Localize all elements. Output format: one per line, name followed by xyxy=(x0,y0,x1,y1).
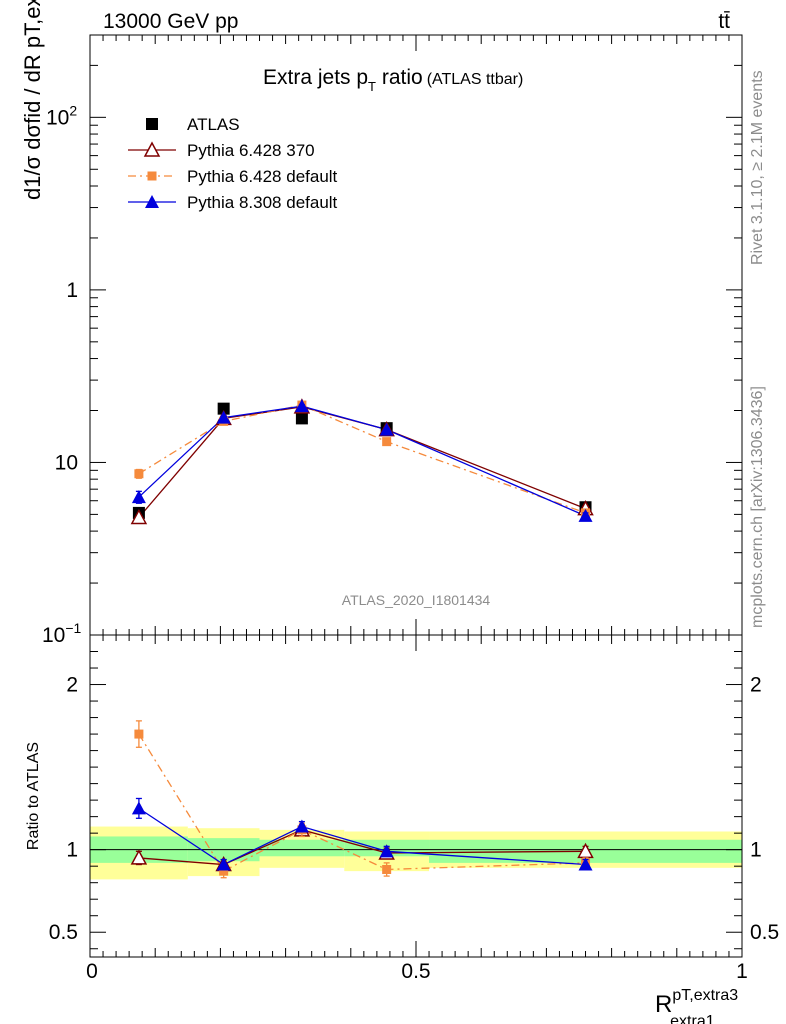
ratio-x-ticks: 0 0.5 1 xyxy=(86,635,748,983)
main-y-ticks: 102 1 10 10−1 xyxy=(42,34,742,647)
point-py6_default xyxy=(134,469,144,479)
main-y-tick-label: 102 xyxy=(46,102,77,129)
x-tick-label: 0 xyxy=(86,960,98,983)
point-py6_default xyxy=(219,866,229,876)
main-y-tick-label: 10−1 xyxy=(42,620,82,647)
point-py6_default xyxy=(134,729,144,739)
main-y-axis-label: d1/σ dσfid / dR pT,extra3 extra1 xyxy=(20,0,45,200)
side-label-top: Rivet 3.1.10, ≥ 2.1M events xyxy=(749,70,766,265)
legend-marker-py6_370 xyxy=(143,141,161,157)
legend-marker-py8_default xyxy=(145,195,159,208)
legend-marker-data xyxy=(146,118,158,130)
main-panel: 102 1 10 10−1 Extra jets pT ratio (ATLAS ttb… xyxy=(20,0,743,647)
point-py8_default xyxy=(379,844,394,858)
header-right: tt̄ xyxy=(718,10,730,33)
legend-label-data: ATLAS xyxy=(187,115,240,134)
legend-label-py6_default: Pythia 6.428 default xyxy=(187,167,338,186)
side-label-bottom: mcplots.cern.ch [arXiv:1306.3436] xyxy=(749,386,766,628)
x-tick-label: 1 xyxy=(736,960,748,983)
point-py8_default xyxy=(294,819,309,833)
point-py6_default xyxy=(382,437,392,447)
point-py8_default xyxy=(379,422,394,436)
ratio-y-tick-label: 1 xyxy=(66,839,78,862)
ratio-y-tick-label-right: 0.5 xyxy=(750,921,779,944)
ratio-frame xyxy=(89,634,743,958)
ratio-y-tick-label-right: 2 xyxy=(750,674,762,697)
main-plot-area xyxy=(130,398,594,525)
point-py6_370 xyxy=(130,508,148,525)
x-axis-label: RpT,extra3 extra1 xyxy=(655,987,738,1024)
point-py8_default xyxy=(294,399,309,413)
header-left: 13000 GeV pp xyxy=(103,10,238,33)
series-line-py8_default xyxy=(138,405,586,517)
point-py6_370 xyxy=(130,849,148,865)
point-py6_default xyxy=(382,864,392,874)
ratio-band-inner xyxy=(259,839,345,857)
ratio-y-ticks: 0.5 0.5 1 1 2 2 xyxy=(49,651,779,950)
ratio-panel: 0.5 0.51 12 2 0 0.5 1 Ratio to ATLAS RpT,extr… xyxy=(25,634,779,1024)
legend: ATLAS Pythia 6.428 370 Pythia 6.428 defaul… xyxy=(128,115,338,212)
chart-title: Extra jets pT ratio (ATLAS ttbar) xyxy=(263,66,523,94)
legend-label-py8_default: Pythia 8.308 default xyxy=(187,193,338,212)
analysis-watermark: ATLAS_2020_I1801434 xyxy=(342,592,491,608)
ratio-y-tick-label-right: 1 xyxy=(750,839,762,862)
main-x-ticks xyxy=(89,35,743,635)
svg-text:d1/σ dσfid / dR pT,extra3 extr: d1/σ dσfid / dR pT,extra3 extra1 xyxy=(20,0,45,200)
main-y-tick-label: 10 xyxy=(55,451,78,474)
point-py8_default xyxy=(216,857,231,871)
legend-marker-py6_default xyxy=(147,171,157,181)
point-py8_default xyxy=(131,801,146,815)
point-py8_default xyxy=(216,410,231,424)
ratio-y-tick-label: 2 xyxy=(66,674,78,697)
legend-label-py6_370: Pythia 6.428 370 xyxy=(187,141,315,160)
point-py8_default xyxy=(578,508,593,522)
point-data xyxy=(295,412,308,425)
main-y-tick-label: 1 xyxy=(66,279,78,302)
ratio-y-tick-label: 0.5 xyxy=(49,921,78,944)
series-line-py6_default xyxy=(138,733,586,872)
ratio-y-axis-label: Ratio to ATLAS xyxy=(25,742,42,850)
point-py8_default xyxy=(131,490,146,504)
point-data xyxy=(217,402,230,415)
x-tick-label: 0.5 xyxy=(401,960,430,983)
point-py8_default xyxy=(578,857,593,871)
ratio-plot-area xyxy=(90,720,742,880)
series-line-py6_default xyxy=(138,404,586,514)
